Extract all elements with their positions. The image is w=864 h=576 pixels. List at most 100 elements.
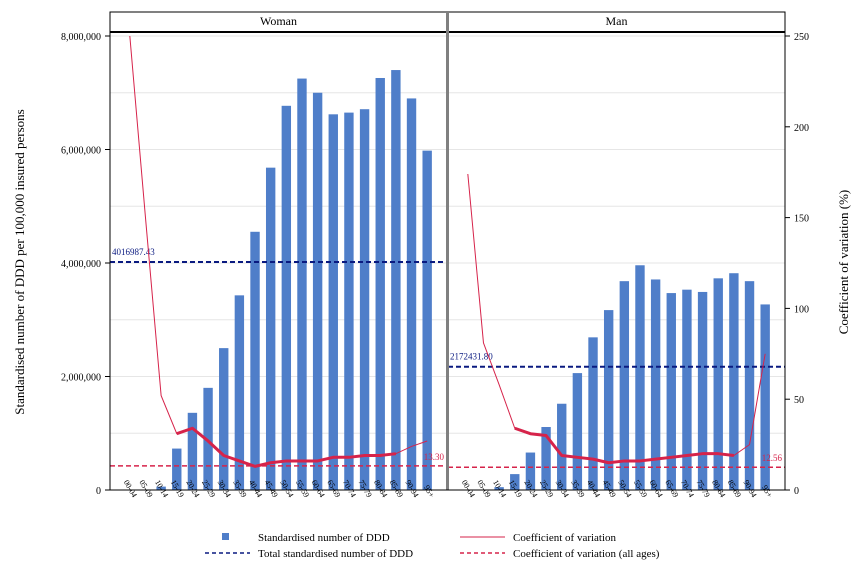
ddd-bar: [203, 387, 213, 490]
ddd-bar: [187, 412, 198, 490]
axes: 0 2,000,000 4,000,000 6,000,000 8,000,000 0 50…: [61, 32, 809, 497]
legend-label: Total standardised number of DDD: [258, 548, 413, 560]
legend-label: Coefficient of variation (all ages): [513, 548, 660, 560]
y2-tick-label: 100: [794, 304, 809, 315]
ddd-bar: [557, 403, 567, 490]
legend: Standardised number of DDD Coefficient of…: [205, 532, 660, 560]
x-tick-label: 95+: [422, 484, 436, 500]
x-tick-label: 70-74: [679, 478, 696, 499]
x-tick-label: 85-89: [726, 478, 743, 499]
total-ddd-label: 2172431.80: [450, 352, 493, 362]
ddd-bar: [510, 474, 520, 490]
x-tick-label: 40-44: [585, 478, 602, 499]
cv-all-ages-label: 12.56: [762, 453, 783, 463]
cv-lines: [129, 35, 766, 468]
ddd-bar: [744, 281, 755, 490]
x-tick-label: 45-49: [263, 478, 280, 499]
y-tick-label: 2,000,000: [61, 373, 101, 384]
ddd-bar: [697, 291, 708, 490]
x-tick-label: 70-74: [341, 478, 358, 499]
y2-tick-label: 150: [794, 214, 809, 225]
ddd-bar: [328, 114, 338, 490]
y-tick-label: 6,000,000: [61, 146, 101, 157]
legend-label: Coefficient of variation: [513, 532, 617, 544]
panel-title: Woman: [260, 14, 297, 28]
x-tick-label: 05-09: [475, 478, 492, 499]
ddd-bar: [729, 273, 739, 490]
x-tick-label: 80-84: [372, 478, 389, 499]
x-tick-label: 55-59: [294, 478, 311, 499]
ddd-bar: [312, 92, 323, 490]
ddd-bar: [422, 150, 432, 490]
x-tick-label: 75-79: [695, 478, 712, 499]
ddd-bar: [666, 293, 676, 490]
ddd-bar: [344, 112, 354, 491]
legend-swatch-bars: [222, 533, 229, 540]
ddd-bar: [297, 78, 307, 490]
bars: [156, 70, 770, 491]
x-tick-label: 90-94: [403, 478, 420, 499]
x-tick-label: 90-94: [741, 478, 758, 499]
x-tick-label: 00-04: [460, 478, 477, 499]
ddd-bar: [265, 167, 276, 490]
ddd-bar: [391, 70, 401, 491]
ddd-bar: [494, 487, 504, 490]
ddd-bar: [760, 304, 770, 490]
x-tick-label: 60-64: [648, 478, 665, 499]
ddd-bar: [619, 281, 630, 490]
y-tick-label: 8,000,000: [61, 32, 101, 43]
legend-label: Standardised number of DDD: [258, 532, 390, 544]
y-axis-label: Standardised number of DDD per 100,000 i…: [12, 109, 27, 414]
reference-lines: 4016987.43 13.30 2172431.80 12.56: [110, 247, 785, 468]
x-tick-label: 20-24: [522, 478, 539, 499]
x-tick-label: 20-24: [184, 478, 201, 499]
cv-line-bold: [176, 426, 397, 468]
x-tick-label: 65-69: [663, 478, 680, 499]
x-tick-label: 45-49: [601, 478, 618, 499]
x-tick-label: 10-14: [491, 478, 508, 499]
cv-all-ages-label: 13.30: [424, 452, 445, 462]
ddd-bar: [713, 278, 723, 490]
x-tick-label: 15-19: [169, 478, 186, 499]
ddd-bar: [572, 373, 583, 490]
ddd-bar: [635, 265, 645, 490]
x-tick-label: 55-59: [632, 478, 649, 499]
ddd-bar: [588, 337, 598, 490]
plot-frame: Woman Man: [109, 11, 786, 491]
ddd-bar: [650, 279, 661, 490]
x-tick-label: 85-89: [388, 478, 405, 499]
x-tick-label: 35-39: [569, 478, 586, 499]
x-tick-label: 30-34: [216, 478, 233, 499]
panel-title: Man: [606, 14, 628, 28]
ddd-bar: [234, 295, 245, 490]
ddd-bar: [375, 77, 385, 491]
x-tick-label: 25-29: [200, 478, 217, 499]
y2-axis-label: Coefficient of variation (%): [836, 190, 851, 335]
y2-tick-label: 250: [794, 32, 809, 43]
ddd-bar: [359, 109, 370, 491]
cv-line-bold: [514, 426, 735, 465]
x-tick-label: 05-09: [137, 478, 154, 499]
y-tick-label: 0: [96, 486, 101, 497]
x-tick-label: 35-39: [231, 478, 248, 499]
y2-tick-label: 50: [794, 395, 804, 406]
y2-tick-label: 200: [794, 123, 809, 134]
ddd-bar: [682, 289, 692, 490]
ddd-bar: [156, 486, 166, 490]
ddd-bar: [406, 98, 417, 491]
x-tick-label: 75-79: [357, 478, 374, 499]
x-tick-label: 40-44: [247, 478, 264, 499]
x-tick-label: 00-04: [122, 478, 139, 499]
ddd-bar: [172, 448, 182, 490]
x-tick-label: 30-34: [554, 478, 571, 499]
x-tick-label: 80-84: [710, 478, 727, 499]
x-tick-label: 60-64: [310, 478, 327, 499]
total-ddd-label: 4016987.43: [112, 247, 155, 257]
x-tick-label: 65-69: [325, 478, 342, 499]
x-tick-label: 50-54: [616, 478, 633, 499]
x-tick-label: 25-29: [538, 478, 555, 499]
ddd-bar: [603, 310, 614, 490]
y-tick-label: 4,000,000: [61, 259, 101, 270]
ddd-bar: [281, 105, 292, 491]
